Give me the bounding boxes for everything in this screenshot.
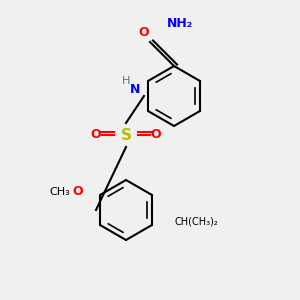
Text: NH₂: NH₂ [167, 17, 193, 30]
Text: O: O [151, 128, 161, 142]
Text: O: O [139, 26, 149, 39]
Text: S: S [121, 128, 131, 142]
Text: O: O [73, 185, 83, 198]
Text: O: O [91, 128, 101, 142]
Text: H: H [122, 76, 130, 86]
Text: N: N [130, 83, 140, 97]
Text: CH₃: CH₃ [50, 187, 70, 197]
Text: CH(CH₃)₂: CH(CH₃)₂ [174, 217, 218, 227]
